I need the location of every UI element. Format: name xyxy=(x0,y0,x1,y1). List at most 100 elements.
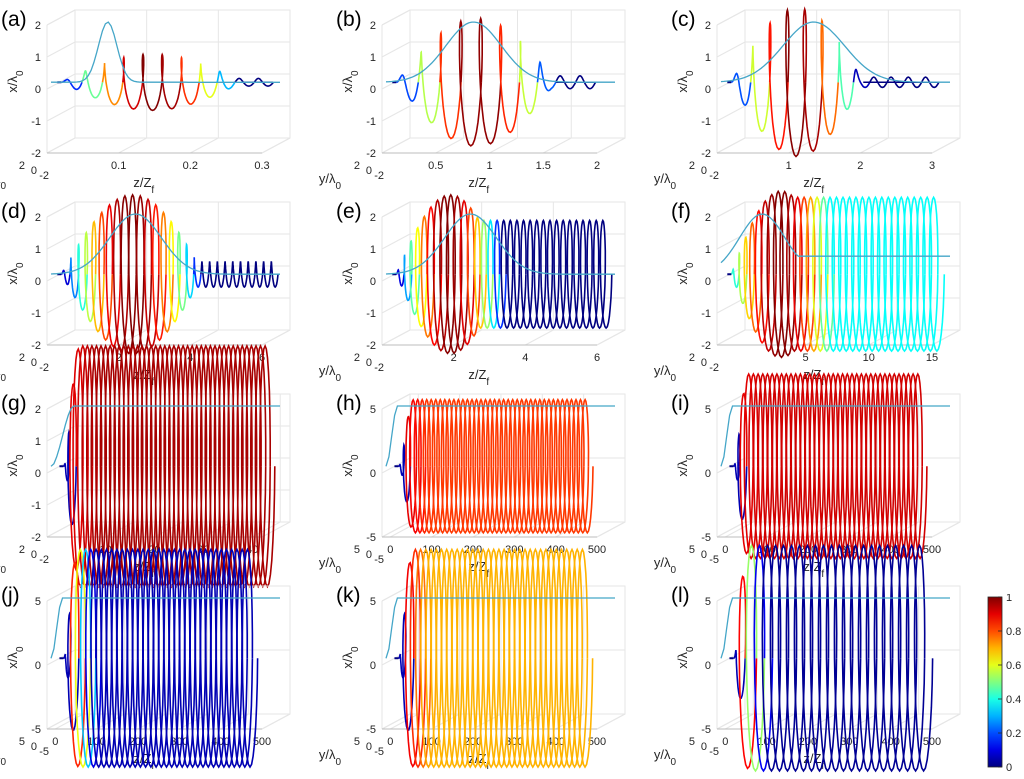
trajectory-loop xyxy=(439,29,462,140)
y-tick-label: 2 xyxy=(705,20,711,32)
x-tick-label: 500 xyxy=(253,736,271,748)
trajectory-loop xyxy=(520,218,534,330)
trajectory-loop xyxy=(160,210,174,333)
depth-tick-label: -2 xyxy=(374,362,384,374)
x-axis-title: z/Zf xyxy=(468,367,489,388)
trajectory-loop xyxy=(458,18,483,147)
depth-tick-label: 2 xyxy=(354,352,360,364)
grid-line xyxy=(716,521,746,538)
y-tick-label: -2 xyxy=(31,148,41,160)
grid-line xyxy=(716,105,746,122)
y-tick-label: 2 xyxy=(35,404,41,416)
grid-line xyxy=(46,585,76,602)
x-tick-label: 200 xyxy=(464,736,482,748)
colorbar-tick-label: 0.6 xyxy=(1006,660,1021,672)
trajectory-loop xyxy=(204,343,221,589)
grid-line xyxy=(390,713,419,730)
field-envelope xyxy=(720,213,950,264)
colorbar-gradient xyxy=(987,596,1003,768)
y-tick-label: 1 xyxy=(35,436,41,448)
y-tick-label: 0 xyxy=(35,660,41,672)
y-tick-label: 1 xyxy=(370,52,376,64)
trajectory-loop xyxy=(402,441,412,503)
depth-tick-label: 2 xyxy=(689,160,695,172)
x-tick-label: 1.5 xyxy=(536,160,551,172)
grid-line xyxy=(381,233,411,250)
trajectory-loop xyxy=(730,72,752,107)
x-tick-label: 2 xyxy=(451,352,457,364)
x-tick-label: 0 xyxy=(387,736,393,748)
trajectory-loop xyxy=(513,218,527,330)
depth-tick-label: 2 xyxy=(354,160,360,172)
x-tick-label: 1 xyxy=(786,160,792,172)
trajectory-loop xyxy=(754,209,770,345)
trajectory-loop xyxy=(738,251,748,305)
y-tick-label: 1 xyxy=(370,244,376,256)
grid-line xyxy=(381,137,411,154)
grid-line xyxy=(381,41,411,58)
panel-label: (a) xyxy=(1,8,27,31)
x-axis-title: z/Zf xyxy=(133,175,154,196)
grid-line xyxy=(435,137,464,154)
panel-label: (k) xyxy=(336,584,361,607)
x-axis-title: z/Zf xyxy=(803,175,824,196)
x-tick-label: 2 xyxy=(116,352,122,364)
depth-tick-label: -2 xyxy=(709,170,719,182)
x-tick-label: 1 xyxy=(486,160,492,172)
colorbar-tick-label: 0 xyxy=(1006,762,1012,774)
x-tick-label: 0 xyxy=(722,736,728,748)
y-tick-label: 5 xyxy=(705,596,711,608)
depth-tick-label: -5 xyxy=(709,554,719,566)
grid-line xyxy=(46,297,76,314)
grid-line xyxy=(596,329,626,346)
depth-axis-title: y/λ0 xyxy=(654,555,677,576)
trajectory-loop xyxy=(409,239,421,316)
grid-line xyxy=(596,137,626,154)
x-tick-label: 2 xyxy=(594,160,600,172)
grid-line xyxy=(931,521,961,538)
trajectory-loop xyxy=(151,203,167,342)
grid-line xyxy=(716,9,746,26)
x-tick-label: 15 xyxy=(926,352,938,364)
depth-tick-label: -2 xyxy=(39,170,49,182)
trajectory-loop xyxy=(760,199,777,353)
trajectory-loop xyxy=(213,343,230,589)
trajectory-loop xyxy=(127,193,145,355)
y-tick-label: 2 xyxy=(35,20,41,32)
trajectory-loop xyxy=(820,17,839,136)
colorbar: 1 0.8 0.6 0.4 0.2 0 xyxy=(985,592,1024,774)
y-tick-label: -5 xyxy=(366,724,376,736)
y-tick-label: -1 xyxy=(366,116,376,128)
y-axis-title: x/λ0 xyxy=(675,70,696,93)
grid-line xyxy=(596,713,626,730)
field-envelope xyxy=(385,21,615,83)
grid-line xyxy=(890,521,919,538)
trajectory-loop xyxy=(459,199,475,346)
panel-e: 210-1-22 4 62 0 -2 z/Zfx/λ0y/λ0(e) xyxy=(319,193,626,388)
y-axis-title: x/λ0 xyxy=(340,454,361,477)
trajectory-loop xyxy=(396,74,420,102)
grid-line xyxy=(381,201,411,218)
depth-tick-label: 5 xyxy=(354,736,360,748)
x-tick-label: 500 xyxy=(588,544,606,556)
depth-axis-title: y/λ0 xyxy=(654,171,677,192)
trajectory-loop xyxy=(199,343,217,589)
y-tick-label: -2 xyxy=(31,340,41,352)
trajectory-loop xyxy=(766,193,784,358)
x-tick-label: 500 xyxy=(923,736,941,748)
trajectory-loop xyxy=(928,195,946,353)
trajectory-loop xyxy=(580,397,594,535)
depth-tick-label: 2 xyxy=(19,544,25,556)
panel-f: 210-1-25 10 152 0 -2 z/Zfx/λ0y/λ0(f) xyxy=(654,189,961,388)
grid-line xyxy=(716,137,746,154)
y-tick-label: -2 xyxy=(31,532,41,544)
grid-line xyxy=(525,329,554,346)
y-tick-label: -1 xyxy=(701,116,711,128)
depth-tick-label: 5 xyxy=(689,736,695,748)
trajectory-loop xyxy=(131,343,148,589)
trajectory-loop xyxy=(198,63,218,99)
grid-line xyxy=(118,137,147,154)
